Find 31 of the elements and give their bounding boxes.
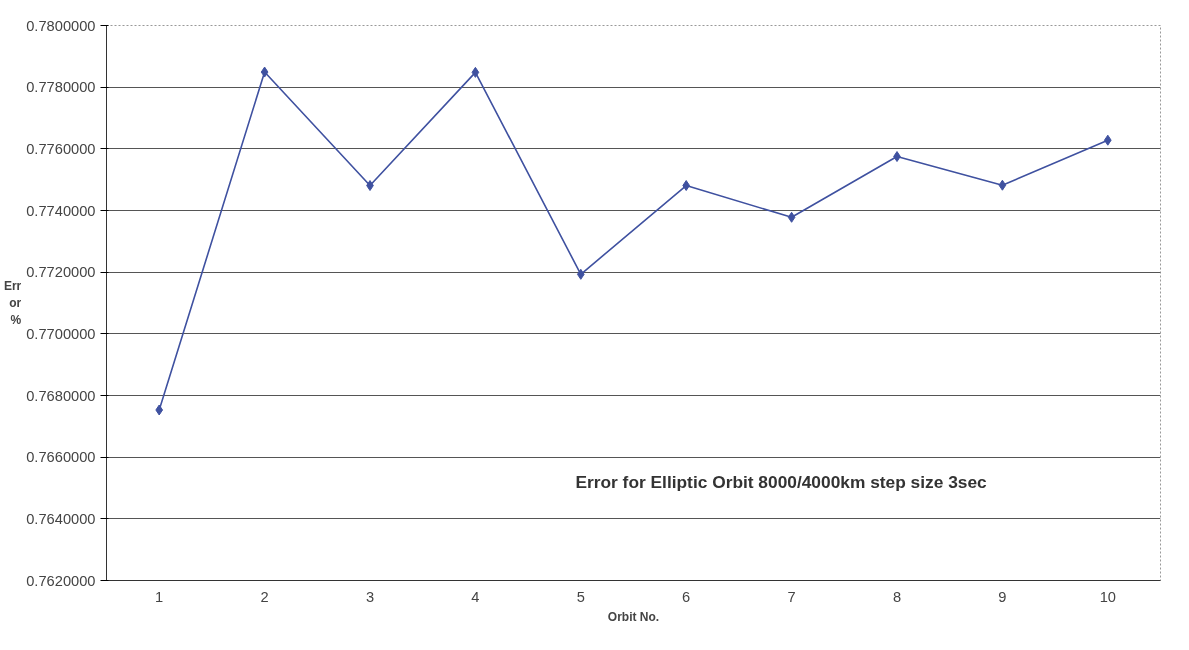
x-tick-label: 9: [998, 588, 1007, 605]
x-tick-label: 10: [1099, 588, 1116, 605]
x-tick-label: 2: [260, 588, 269, 605]
y-tick-label: 0.7640000: [26, 510, 96, 527]
point: [471, 66, 480, 78]
y-tick-label: 0.7740000: [26, 202, 96, 219]
point: [155, 404, 164, 416]
x-tick-label: 6: [682, 588, 691, 605]
point: [1103, 134, 1112, 146]
x-tick-label: 8: [892, 588, 902, 605]
x-tick-label: 7: [787, 588, 796, 605]
point: [576, 268, 585, 280]
y-tick-label: 0.7660000: [26, 449, 96, 466]
point: [260, 66, 269, 78]
x-tick-label: 3: [365, 588, 375, 605]
y-tick-label: 0.7720000: [26, 264, 96, 281]
point: [998, 179, 1007, 191]
y-tick-label: 0.7680000: [26, 387, 96, 404]
y-axis-title: Err or %: [3, 279, 22, 327]
y-tick-label: 0.7780000: [26, 79, 96, 96]
x-axis-title: Orbit No.: [607, 609, 660, 624]
text: Error for Elliptic Orbit 8000/4000km step size 3sec: [575, 471, 988, 492]
point: [787, 211, 796, 223]
x-tick-label: 5: [576, 588, 585, 605]
x-tick-label: 1: [155, 588, 164, 605]
y-tick-label: 0.7620000: [26, 572, 96, 589]
point: [682, 180, 691, 192]
y-tick-label: 0.7800000: [26, 17, 96, 34]
y-tick-label: 0.7760000: [26, 140, 96, 157]
y-tick-label: 0.7700000: [26, 325, 96, 342]
x-tick-label: 4: [471, 588, 480, 605]
